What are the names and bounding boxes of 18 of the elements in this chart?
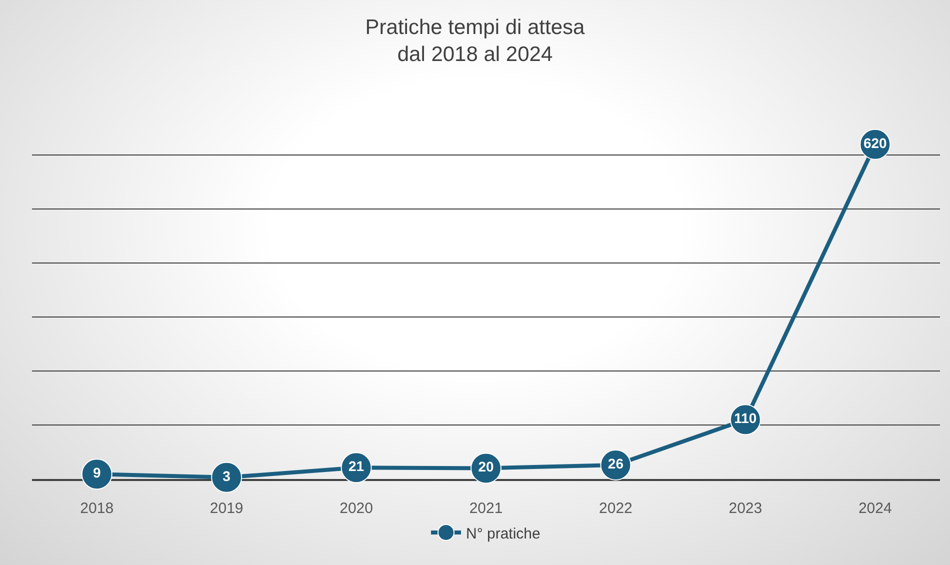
data-label: 9 [92,464,101,481]
x-tick-label: 2019 [210,500,244,517]
data-label: 110 [734,410,757,426]
point [211,462,242,493]
x-tick-label: 2024 [858,500,892,517]
x-tick-label: 2018 [80,500,114,517]
chart-title: Pratiche tempi di attesa dal 2018 al 2024 [365,16,586,66]
data-label: 26 [608,455,624,472]
x-tick-label: 2021 [469,500,503,517]
data-label: 20 [478,458,494,475]
data-label: 21 [348,458,364,474]
x-tick-label: 2022 [599,500,632,517]
legend-label: N° pratiche [466,525,540,542]
x-tick-label: 2023 [728,500,762,517]
point [81,458,112,490]
x-tick-label: 2020 [340,500,373,517]
data-label: 620 [863,134,888,151]
data-label: 3 [222,468,231,484]
